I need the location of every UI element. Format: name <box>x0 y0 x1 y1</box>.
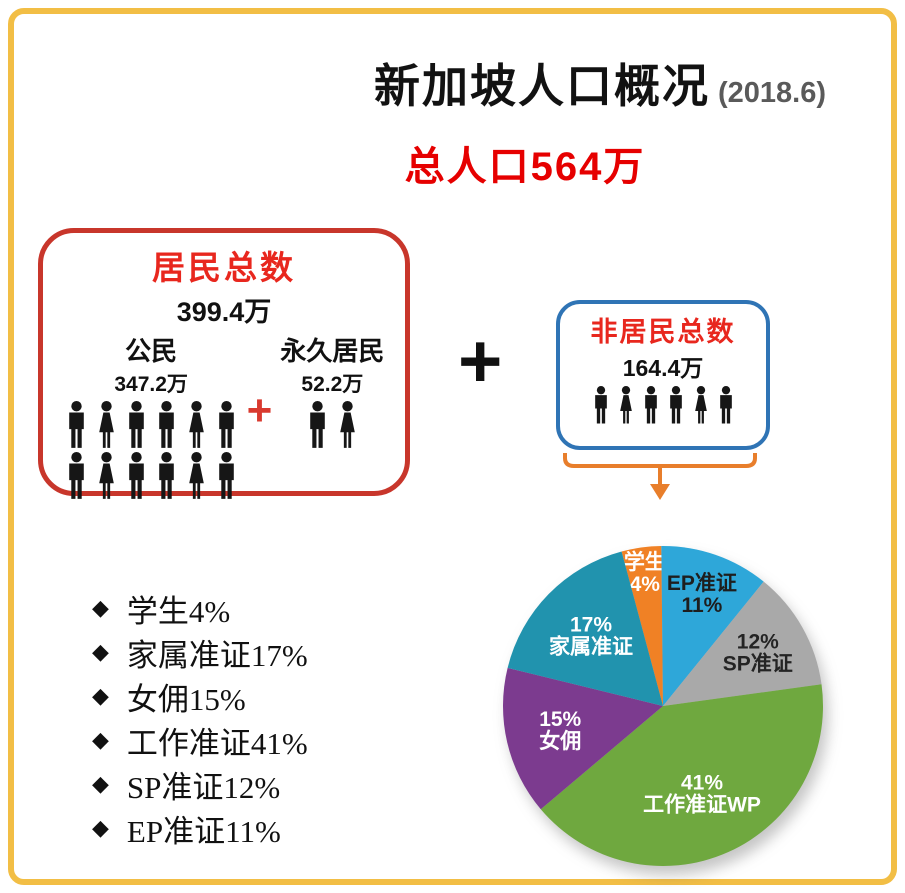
legend-item-label: 学生4% <box>126 593 231 629</box>
legend-item: ◆ 工作准证41% <box>92 718 308 762</box>
pie-slice-label: 学生 4% <box>624 550 666 596</box>
diamond-bullet-icon: ◆ <box>92 595 109 621</box>
person-icon-row <box>64 451 239 500</box>
pie-slice-label: 15%女佣 <box>539 708 581 753</box>
citizens-icons <box>64 398 239 500</box>
residents-box: 居民总数 399.4万 公民 347.2万 + 永久居民 52.2万 <box>38 228 410 499</box>
female-person-icon <box>98 451 114 499</box>
diamond-bullet-icon: ◆ <box>92 815 109 841</box>
male-person-icon <box>128 401 144 448</box>
legend-item: ◆ SP准证12% <box>92 762 308 806</box>
diamond-bullet-icon: ◆ <box>92 639 109 665</box>
diamond-bullet-icon: ◆ <box>92 771 109 797</box>
pie-slice-EP准证 <box>661 546 764 706</box>
male-person-icon <box>719 386 732 424</box>
female-person-icon <box>188 401 204 448</box>
nonresidents-box: 非居民总数 164.4万 <box>556 300 770 450</box>
male-person-icon <box>218 401 234 448</box>
legend-item: ◆ 家属准证17% <box>92 630 308 674</box>
pie-chart: 学生 4% EP准证 11% 12% SP准证 41%工作准证WP 15%女佣 17%家属准证 <box>503 546 823 866</box>
male-person-icon <box>644 386 657 424</box>
residents-total: 399.4万 <box>176 297 272 327</box>
legend-item-label: 工作准证41% <box>126 725 308 761</box>
citizens-value: 347.2万 <box>114 373 188 396</box>
legend-item: ◆ 女佣15% <box>92 674 308 718</box>
male-person-icon <box>68 401 84 448</box>
permanent-residents-value: 52.2万 <box>301 373 364 396</box>
title-text: 新加坡人口概况 <box>373 60 710 112</box>
pie-slice-label: 41%工作准证WP <box>643 772 761 817</box>
pie-slice-label: 12% SP准证 <box>723 631 793 676</box>
legend-item-label: EP准证11% <box>126 813 281 849</box>
diamond-bullet-icon: ◆ <box>92 727 109 753</box>
nonresidents-title: 非居民总数 <box>590 317 736 347</box>
legend-item: ◆ EP准证11% <box>92 806 308 850</box>
citizens-label: 公民 <box>125 336 178 366</box>
male-person-icon <box>218 451 234 499</box>
legend-item: ◆ 学生4% <box>92 586 308 630</box>
female-person-icon <box>188 451 204 499</box>
page-title: 新加坡人口概况 (2018.6) <box>300 50 900 116</box>
male-person-icon <box>310 401 325 448</box>
pie-slice-家属准证 <box>507 551 663 706</box>
total-population-text: 总人口564万 <box>404 145 646 189</box>
legend-item-label: SP准证12% <box>126 769 281 805</box>
bracket-down-arrow-icon <box>563 453 757 500</box>
male-person-icon <box>669 386 682 424</box>
permanent-residents-icons <box>305 398 360 449</box>
legend: ◆ 学生4% ◆ 家属准证17% ◆ 女佣15% ◆ 工作准证41% ◆ SP准证12% ◆ EP准证… <box>92 586 308 850</box>
female-person-icon <box>340 401 355 448</box>
pie-slice-label: EP准证 11% <box>667 572 737 617</box>
nonresidents-total: 164.4万 <box>622 355 704 381</box>
residents-plus-sign: + <box>246 386 273 435</box>
female-person-icon <box>619 386 632 424</box>
diamond-bullet-icon: ◆ <box>92 683 109 709</box>
male-person-icon <box>68 451 84 499</box>
male-person-icon <box>128 451 144 499</box>
permanent-residents-group: 永久居民 52.2万 <box>280 331 384 449</box>
person-icon-row <box>591 386 736 424</box>
pie-slice-女佣 <box>503 667 663 810</box>
female-person-icon <box>694 386 707 424</box>
person-icon-row <box>64 401 239 449</box>
pie-slice-SP准证 <box>663 581 822 706</box>
legend-item-label: 女佣15% <box>126 681 246 717</box>
male-person-icon <box>158 451 174 499</box>
legend-item-label: 家属准证17% <box>126 637 308 673</box>
residents-groups: 公民 347.2万 + 永久居民 52.2万 <box>64 331 384 500</box>
female-person-icon <box>98 401 114 448</box>
residents-title: 居民总数 <box>152 249 296 286</box>
title-date: (2018.6) <box>717 77 826 109</box>
person-icon-row <box>305 401 360 449</box>
pie-slice-工作准证WP <box>540 684 823 866</box>
pie-slice-学生 <box>621 546 663 706</box>
pie-slice-label: 17%家属准证 <box>549 614 633 659</box>
male-person-icon <box>594 386 607 424</box>
nonresidents-icons <box>591 383 736 424</box>
permanent-residents-label: 永久居民 <box>280 336 385 366</box>
citizens-group: 公民 347.2万 <box>64 331 239 500</box>
male-person-icon <box>158 401 174 448</box>
plus-sign: + <box>458 319 503 404</box>
